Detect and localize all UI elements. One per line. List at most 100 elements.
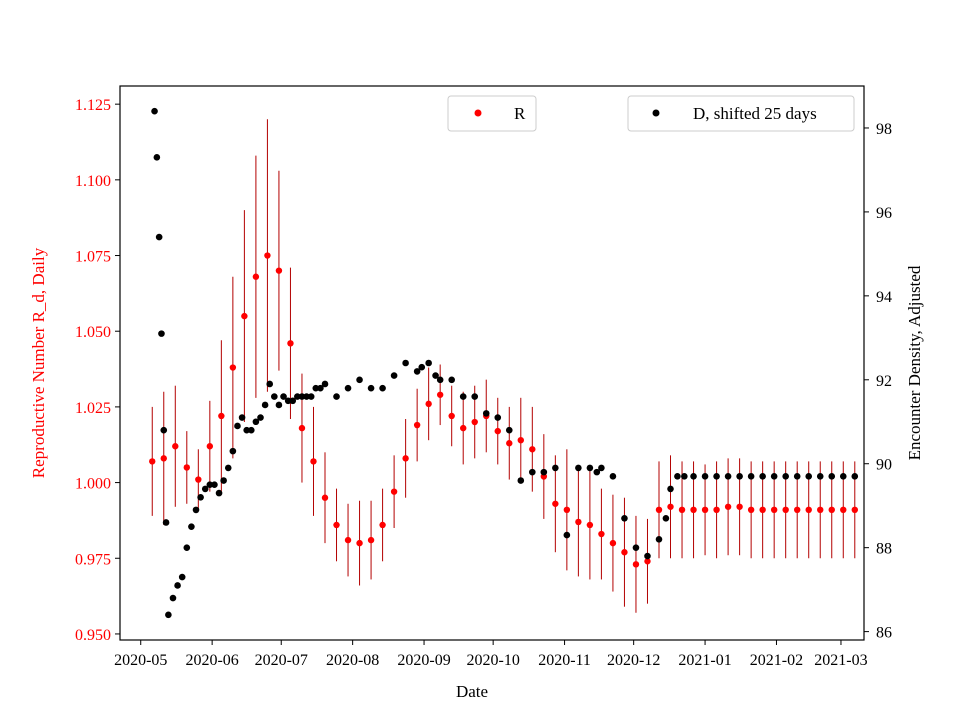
r-point bbox=[552, 500, 559, 507]
d-point bbox=[224, 464, 232, 472]
d-point bbox=[681, 473, 688, 480]
d-point bbox=[153, 154, 161, 161]
d-point bbox=[220, 477, 227, 484]
d-point bbox=[344, 384, 352, 392]
d-point bbox=[321, 380, 329, 388]
r-point bbox=[390, 488, 398, 495]
r-point bbox=[805, 506, 812, 514]
d-point bbox=[201, 485, 209, 493]
r-point bbox=[356, 539, 363, 547]
d-point bbox=[701, 473, 709, 480]
d-point bbox=[747, 473, 755, 480]
d-point bbox=[367, 384, 375, 392]
r-point bbox=[851, 506, 858, 514]
d-point bbox=[593, 468, 601, 476]
r-point bbox=[425, 400, 432, 408]
r-point bbox=[575, 518, 582, 526]
left-y-tick-label: 1.000 bbox=[75, 476, 111, 493]
d-point bbox=[552, 464, 559, 472]
right-y-axis: 86 88 90 92 94 96 98 bbox=[864, 121, 892, 642]
r-point bbox=[598, 530, 605, 538]
d-point bbox=[247, 426, 255, 434]
d-point bbox=[839, 473, 847, 480]
right-y-tick-label: 88 bbox=[876, 541, 892, 558]
right-y-tick-label: 94 bbox=[876, 289, 892, 306]
d-point bbox=[529, 468, 536, 476]
r-point bbox=[713, 506, 720, 514]
d-point bbox=[165, 611, 172, 619]
r-point bbox=[529, 446, 536, 453]
r-point bbox=[667, 503, 674, 510]
d-point bbox=[257, 414, 264, 421]
d-point bbox=[155, 233, 163, 241]
r-point bbox=[344, 536, 352, 544]
r-point bbox=[609, 539, 617, 547]
d-point bbox=[667, 485, 674, 493]
d-point bbox=[238, 414, 246, 421]
d-point bbox=[662, 514, 670, 522]
d-point bbox=[413, 368, 421, 375]
r-point bbox=[506, 440, 513, 447]
r-point bbox=[287, 340, 294, 347]
r-point bbox=[195, 476, 202, 483]
x-axis: 2020-05 2020-06 2020-07 2020-08 2020-09 2020-… bbox=[114, 640, 868, 669]
r-point bbox=[252, 273, 260, 280]
r-point bbox=[413, 421, 421, 429]
legend-r-box bbox=[447, 95, 537, 132]
d-point bbox=[289, 397, 297, 405]
d-point bbox=[540, 468, 548, 476]
right-y-axis-label: Encounter Density, Adjusted bbox=[905, 265, 924, 460]
d-point bbox=[505, 426, 513, 434]
left-y-tick-label: 1.100 bbox=[75, 173, 111, 190]
r-point bbox=[724, 503, 732, 510]
d-point bbox=[211, 481, 218, 489]
r-point bbox=[644, 558, 651, 565]
plot-frame bbox=[119, 85, 865, 641]
d-point bbox=[252, 418, 260, 426]
x-tick-label: 2021-03 bbox=[814, 652, 867, 669]
d-point bbox=[782, 473, 789, 480]
left-y-tick-label: 1.025 bbox=[75, 400, 111, 417]
r-point bbox=[770, 506, 778, 514]
legend-d-box bbox=[627, 95, 855, 132]
x-tick-label: 2020-08 bbox=[326, 652, 379, 669]
r-point bbox=[448, 412, 455, 420]
d-point bbox=[432, 372, 439, 379]
d-point bbox=[448, 376, 455, 384]
r-point bbox=[275, 267, 283, 274]
d-point bbox=[770, 473, 778, 480]
d-point bbox=[284, 397, 292, 405]
d-point bbox=[713, 473, 720, 480]
legend-d-marker bbox=[652, 109, 660, 117]
legend-d: D, shifted 25 days bbox=[627, 95, 855, 132]
d-point bbox=[471, 393, 479, 400]
r-point bbox=[206, 443, 214, 450]
r-point bbox=[759, 506, 766, 514]
d-point bbox=[183, 544, 191, 551]
d-point bbox=[690, 473, 697, 480]
r-point bbox=[160, 455, 167, 462]
r-point bbox=[471, 418, 478, 426]
d-point bbox=[598, 464, 605, 472]
d-point bbox=[390, 372, 398, 379]
d-point bbox=[206, 481, 214, 489]
r-point bbox=[218, 412, 225, 420]
x-tick-label: 2020-09 bbox=[397, 652, 450, 669]
r-point bbox=[460, 424, 467, 432]
d-point bbox=[160, 426, 168, 434]
x-tick-label: 2020-05 bbox=[114, 652, 167, 669]
x-tick-label: 2020-12 bbox=[607, 652, 660, 669]
r-point bbox=[333, 521, 340, 529]
r-point bbox=[563, 506, 571, 514]
r-point bbox=[794, 506, 801, 514]
d-point bbox=[418, 363, 426, 371]
d-point bbox=[229, 447, 237, 455]
d-point bbox=[312, 384, 320, 392]
r-point bbox=[690, 506, 697, 514]
d-point bbox=[356, 376, 363, 384]
x-axis-label: Date bbox=[456, 682, 488, 701]
d-point bbox=[517, 477, 525, 484]
r-point bbox=[517, 436, 524, 444]
d-point bbox=[266, 380, 274, 388]
d-point bbox=[609, 473, 617, 480]
